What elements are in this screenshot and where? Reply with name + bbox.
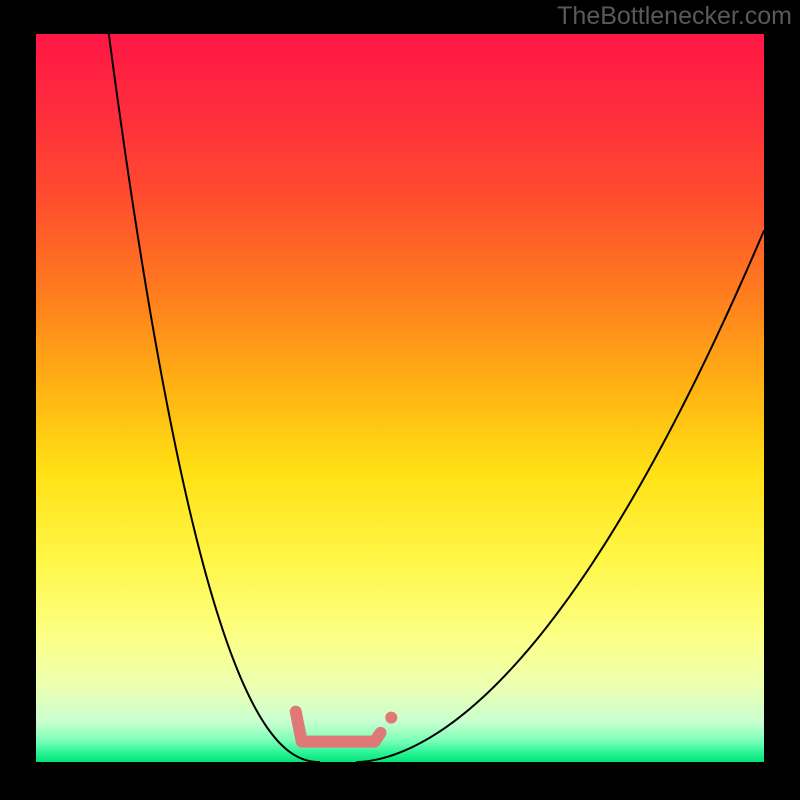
plot-area: [36, 34, 764, 762]
bottom-marker-stroke: [296, 712, 381, 742]
left-curve: [109, 34, 320, 762]
watermark-text: TheBottlenecker.com: [557, 2, 792, 31]
right-curve: [356, 231, 764, 762]
figure-root: TheBottlenecker.com: [0, 0, 800, 800]
bottom-marker: [296, 712, 398, 742]
bottom-marker-dot: [385, 712, 397, 724]
chart-svg: [36, 34, 764, 762]
